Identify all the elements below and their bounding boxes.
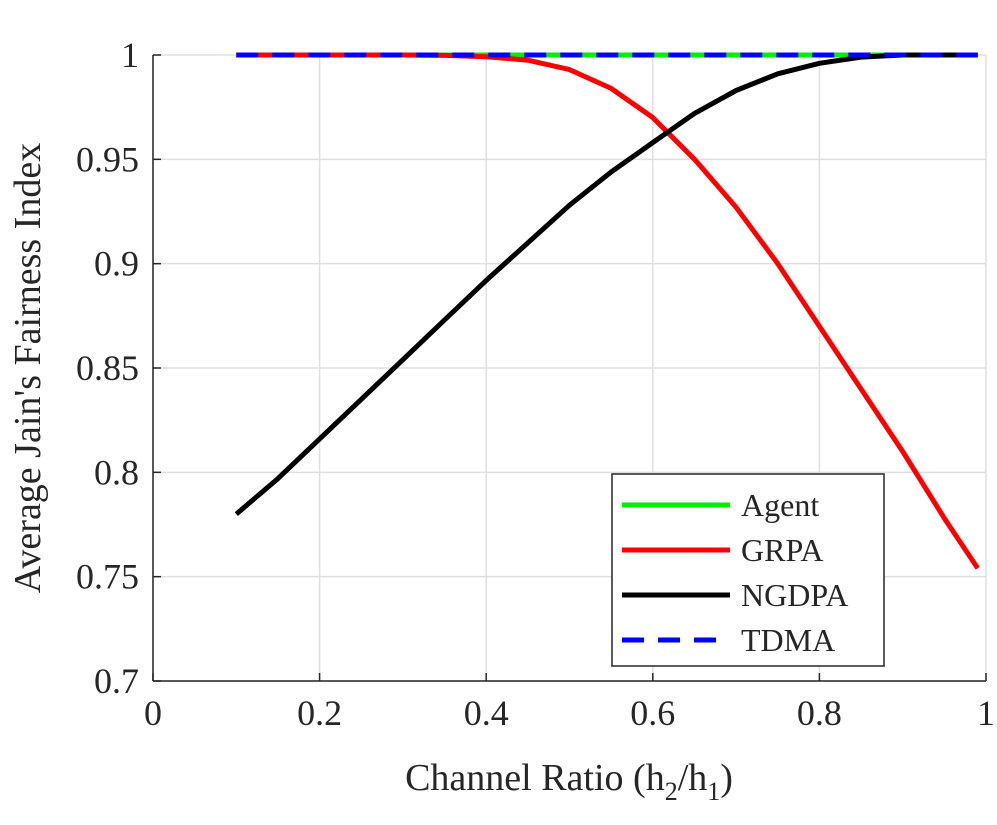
series-lines — [234, 52, 980, 570]
y-tick-label: 0.7 — [94, 661, 139, 701]
legend-label-agent: Agent — [741, 487, 819, 523]
x-tick-label: 0.6 — [630, 693, 675, 733]
y-tick-label: 0.9 — [94, 244, 139, 284]
x-tick-label: 0.2 — [297, 693, 342, 733]
y-tick-label: 0.8 — [94, 452, 139, 492]
y-tick-label: 1 — [121, 35, 139, 75]
y-axis-label: Average Jain's Fairness Index — [7, 143, 49, 593]
legend-box — [611, 473, 885, 667]
x-tick-label: 0.8 — [797, 693, 842, 733]
x-axis-label: Channel Ratio (h2/h1) — [405, 757, 733, 806]
x-axis-ticks: 0 0.2 0.4 0.6 0.8 1 — [144, 673, 995, 733]
legend-label-tdma: TDMA — [741, 622, 835, 658]
x-tick-label: 1 — [977, 693, 995, 733]
legend: Agent GRPA NGDPA TDMA — [611, 473, 885, 667]
x-tick-label: 0.4 — [464, 693, 509, 733]
y-axis-ticks: 0.7 0.75 0.8 0.85 0.9 0.95 1 — [76, 35, 161, 701]
legend-label-grpa: GRPA — [741, 532, 823, 568]
y-tick-label: 0.85 — [76, 348, 139, 388]
x-tick-label: 0 — [144, 693, 162, 733]
legend-label-ngdpa: NGDPA — [741, 577, 848, 613]
y-tick-label: 0.95 — [76, 139, 139, 179]
y-tick-label: 0.75 — [76, 557, 139, 597]
